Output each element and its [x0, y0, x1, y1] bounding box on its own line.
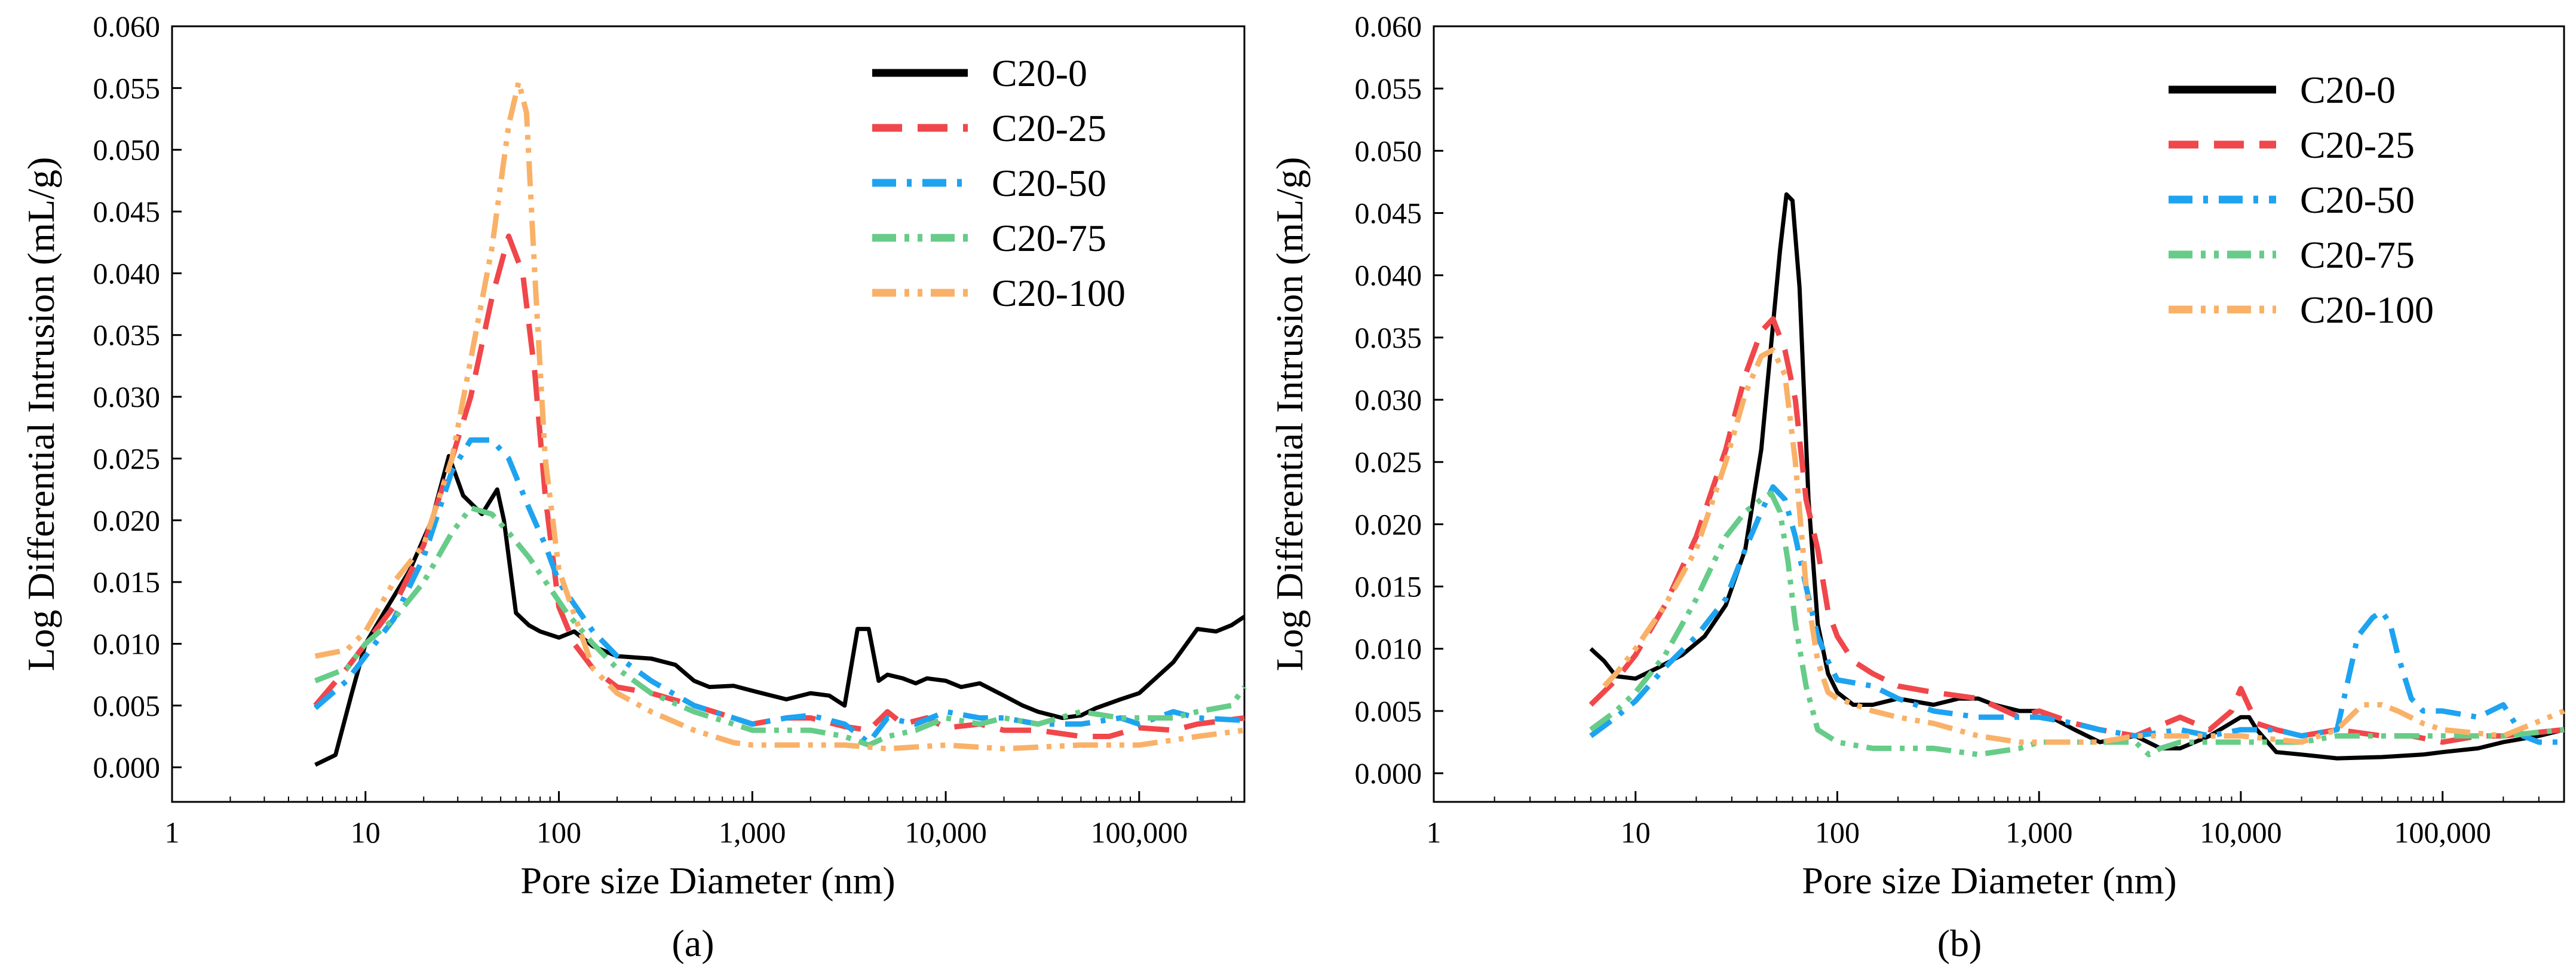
- panel-b-y-tick-label: 0.015: [1355, 570, 1422, 603]
- panel-a-x-tick-label: 100,000: [1091, 816, 1188, 849]
- panel-b-legend: C20-0 C20-25 C20-50 C20-75 C20-100: [2169, 69, 2434, 331]
- panel-b-y-tick-label: 0.035: [1355, 321, 1422, 354]
- panel-a-x-tick-label: 100: [536, 816, 581, 849]
- panel-b: 0.000 0.005 0.010 0.015 0.020 0.025 0.030 0.035…: [1268, 10, 2565, 964]
- panel-b-y-tick-label: 0.020: [1355, 507, 1422, 541]
- panel-b-y-tick-label: 0.010: [1355, 632, 1422, 666]
- panel-b-y-axis-title: Log Differential Intrusion (mL/g): [1268, 157, 1311, 672]
- panel-b-legend-label-c20-50: C20-50: [2300, 179, 2415, 221]
- panel-a-y-tick-label: 0.010: [93, 627, 161, 660]
- panel-a-y-axis-title: Log Differential Intrusion (mL/g): [20, 157, 62, 672]
- panel-a-y-axis: 0.000 0.005 0.010 0.015 0.020 0.025 0.030 0.035…: [93, 10, 182, 784]
- panel-a-y-tick-label: 0.025: [93, 442, 161, 475]
- panel-b-y-tick-label: 0.050: [1355, 134, 1422, 167]
- panel-b-caption: (b): [1937, 922, 1982, 964]
- panel-a-plot-frame: [171, 25, 1246, 803]
- panel-b-series-c20-100: [1602, 347, 2565, 745]
- panel-a-y-tick-label: 0.005: [93, 689, 161, 722]
- panel-a-y-tick-label: 0.040: [93, 256, 161, 290]
- panel-b-legend-label-c20-75: C20-75: [2300, 234, 2415, 276]
- panel-a-series-c20-100: [314, 79, 1245, 752]
- panel-a-legend-label-c20-100: C20-100: [992, 272, 1126, 314]
- panel-a-series-c20-25: [313, 233, 1245, 739]
- panel-a-y-tick-label: 0.055: [93, 71, 161, 105]
- panel-a-x-tick-label: 10: [351, 816, 381, 849]
- panel-b-legend-label-c20-100: C20-100: [2300, 289, 2434, 331]
- panel-a-x-axis: 1 10 100 1,000 10,000 100,000: [165, 791, 1232, 849]
- panel-a-x-tick-label: 10,000: [904, 816, 987, 849]
- panel-b-y-tick-label: 0.045: [1355, 197, 1422, 230]
- panel-b-plot-frame: [1433, 25, 2565, 803]
- panel-a-legend-label-c20-50: C20-50: [992, 162, 1106, 204]
- panel-b-y-tick-label: 0.030: [1355, 383, 1422, 416]
- panel-b-series-c20-0: [1589, 192, 2565, 761]
- panel-a-legend-label-c20-0: C20-0: [992, 52, 1087, 94]
- panel-b-legend-label-c20-25: C20-25: [2300, 124, 2415, 166]
- panel-b-y-axis: 0.000 0.005 0.010 0.015 0.020 0.025 0.030 0.035…: [1355, 10, 1443, 790]
- panel-a-y-tick-label: 0.060: [93, 10, 161, 43]
- panel-b-y-tick-label: 0.040: [1355, 259, 1422, 292]
- panel-b-series-c20-50: [1589, 484, 2564, 745]
- panel-b-y-tick-label: 0.025: [1355, 445, 1422, 479]
- panel-a-curves: [313, 79, 1247, 767]
- panel-b-x-tick-label: 10: [1621, 816, 1651, 849]
- panel-a-x-tick-label: 1,000: [719, 816, 786, 849]
- panel-a-y-tick-label: 0.030: [93, 380, 161, 413]
- panel-b-x-axis-title: Pore size Diameter (nm): [1802, 859, 2176, 902]
- panel-a-y-tick-label: 0.015: [93, 565, 161, 599]
- panel-b-x-axis: 1 10 100 1,000 10,000 100,000: [1427, 791, 2565, 849]
- panel-a-x-axis-title: Pore size Diameter (nm): [520, 859, 895, 902]
- panel-b-x-tick-label: 10,000: [2200, 816, 2282, 849]
- panel-a-series-c20-0: [314, 454, 1246, 767]
- panel-b-series-c20-25: [1588, 316, 2565, 745]
- panel-a-y-tick-label: 0.045: [93, 195, 161, 228]
- panel-b-y-tick-label: 0.005: [1355, 694, 1422, 728]
- panel-a-series-c20-75: [314, 505, 1247, 748]
- panel-b-x-tick-label: 1,000: [2005, 816, 2073, 849]
- panel-a: 0.000 0.005 0.010 0.015 0.020 0.025 0.030 0.035…: [20, 10, 1247, 964]
- panel-a-x-tick-label: 1: [165, 816, 180, 849]
- panel-a-legend-label-c20-25: C20-25: [992, 107, 1106, 149]
- panel-b-y-tick-label: 0.055: [1355, 72, 1422, 105]
- panel-a-y-tick-label: 0.000: [93, 750, 161, 784]
- panel-b-curves: [1588, 192, 2565, 761]
- panel-b-x-tick-label: 1: [1427, 816, 1442, 849]
- panel-a-caption: (a): [671, 922, 714, 964]
- panel-b-legend-label-c20-0: C20-0: [2300, 69, 2396, 111]
- panel-a-legend: C20-0 C20-25 C20-50 C20-75 C20-100: [872, 52, 1126, 314]
- panel-a-series-c20-50: [313, 437, 1245, 746]
- panel-a-legend-label-c20-75: C20-75: [992, 217, 1106, 259]
- panel-b-y-tick-label: 0.000: [1355, 756, 1422, 790]
- panel-b-series-c20-75: [1589, 490, 2565, 758]
- panel-a-y-tick-label: 0.050: [93, 133, 161, 167]
- panel-a-y-tick-label: 0.035: [93, 318, 161, 352]
- panel-b-x-tick-label: 100,000: [2394, 816, 2491, 849]
- panel-b-y-tick-label: 0.060: [1355, 10, 1422, 43]
- panel-a-y-tick-label: 0.020: [93, 504, 161, 537]
- panel-b-x-tick-label: 100: [1815, 816, 1860, 849]
